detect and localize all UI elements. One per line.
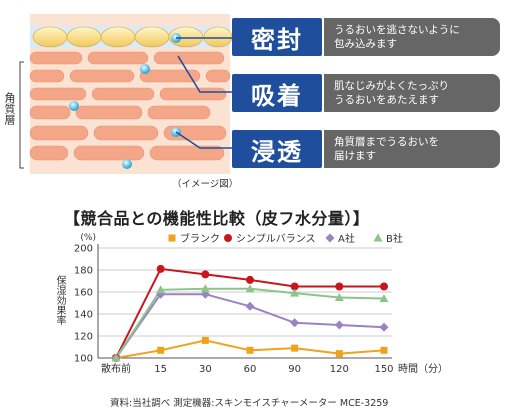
y-unit-label: (%)	[80, 233, 96, 243]
feature-desc-line: うるおいを逃さないように	[334, 24, 460, 36]
data-point	[290, 318, 300, 328]
feature-desc-line: うるおいをあたえます	[334, 94, 439, 106]
y-tick-label: 180	[74, 266, 93, 277]
legend-label: B社	[386, 232, 403, 245]
data-point	[335, 282, 344, 291]
x-tick-label: 30	[199, 364, 212, 375]
line-chart: 100 120 140 160 180 200(%) 散布前 15 30 60 90 120 150 時間…	[74, 232, 448, 375]
feature-desc-seal: うるおいを逃さないように 包み込みます	[324, 18, 500, 56]
feature-desc-line: 角質層までうるおいを	[334, 136, 439, 148]
x-tick-label: 90	[288, 364, 301, 375]
data-point	[334, 293, 344, 301]
feature-label-penetrate: 浸透	[232, 130, 322, 168]
data-point	[200, 284, 210, 293]
callout-connectors	[175, 37, 232, 149]
stratum-corneum-label: 角質層	[3, 92, 16, 125]
data-point	[379, 294, 389, 303]
legend-marker	[224, 234, 232, 242]
data-point	[335, 350, 343, 358]
chart-title: 【競合品との機能性比較（皮フ水分量）】	[64, 209, 370, 228]
image-note: （イメージ図）	[172, 179, 239, 190]
feature-desc-adsorb: 肌なじみがよくたっぷり うるおいをあたえます	[324, 74, 500, 112]
data-point	[290, 288, 300, 297]
data-point	[379, 322, 389, 332]
feature-desc-line: 包み込みます	[334, 38, 397, 50]
data-point	[245, 301, 255, 311]
x-tick-label: 150	[374, 364, 393, 375]
y-tick-label: 140	[74, 310, 93, 321]
data-point	[246, 275, 254, 284]
data-point	[334, 320, 344, 330]
data-point	[246, 346, 254, 354]
data-point	[201, 336, 209, 344]
legend-label: A社	[338, 232, 355, 245]
x-unit-label: 時間（分）	[398, 363, 448, 375]
data-point	[291, 344, 299, 352]
y-tick-label: 100	[74, 354, 93, 365]
sealing-capsules	[32, 26, 233, 48]
y-tick-label: 160	[74, 288, 93, 299]
data-point	[156, 264, 165, 273]
data-point	[245, 284, 255, 293]
y-tick-label: 200	[74, 244, 93, 255]
stratum-corneum-cells	[29, 51, 231, 161]
x-tick-label: 120	[330, 364, 349, 375]
feature-desc-penetrate: 角質層までうるおいを 届けます	[324, 130, 500, 168]
y-tick-label: 120	[74, 332, 93, 343]
legend-label: ブランク	[180, 232, 220, 245]
feature-label-adsorb: 吸着	[232, 74, 322, 112]
x-tick-label: 60	[244, 364, 257, 375]
x-tick-label: 15	[154, 364, 167, 375]
feature-desc-line: 肌なじみがよくたっぷり	[334, 80, 449, 92]
legend-marker	[373, 233, 383, 242]
data-point	[157, 346, 165, 354]
data-point	[380, 346, 388, 354]
legend-marker	[325, 233, 335, 243]
feature-desc-line: 届けます	[334, 150, 376, 162]
legend-label: シンプルバランス	[236, 233, 316, 245]
y-axis-label: 保湿効果率	[54, 275, 65, 325]
data-point	[156, 285, 166, 294]
data-point	[201, 270, 210, 279]
data-point	[380, 282, 388, 291]
x-tick-label: 散布前	[101, 362, 131, 375]
source-note: 資料:当社調べ 測定機器:スキンモイスチャーメーター MCE-3259	[110, 398, 389, 409]
moisture-droplets	[69, 33, 181, 169]
skin-illustration	[19, 14, 233, 174]
data-point	[111, 353, 121, 362]
layer-bracket	[19, 61, 24, 169]
feature-label-seal: 密封	[232, 18, 322, 56]
legend-marker	[168, 234, 176, 242]
data-point	[290, 282, 299, 291]
